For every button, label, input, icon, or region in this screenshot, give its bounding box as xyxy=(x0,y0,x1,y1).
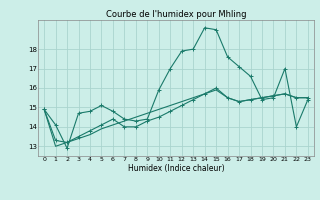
X-axis label: Humidex (Indice chaleur): Humidex (Indice chaleur) xyxy=(128,164,224,173)
Title: Courbe de l'humidex pour Mhling: Courbe de l'humidex pour Mhling xyxy=(106,10,246,19)
